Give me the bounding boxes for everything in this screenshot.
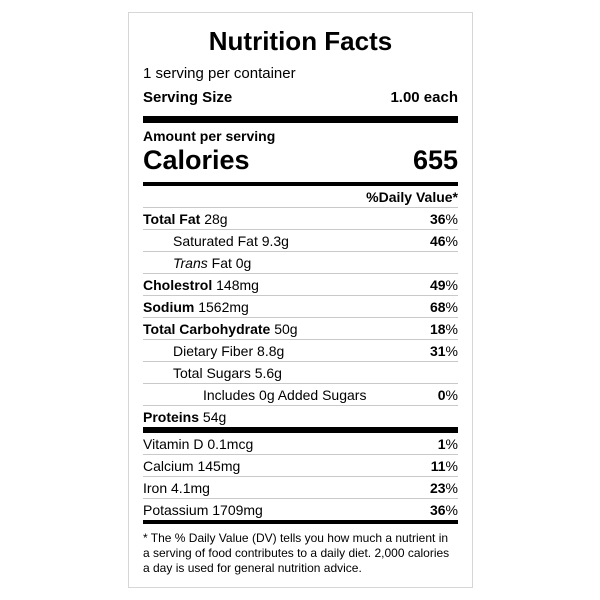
nutrient-amount: 0g <box>235 254 252 271</box>
nutrient-label-group: Potassium 1709mg <box>143 502 263 518</box>
nutrient-daily-value: 31% <box>429 342 458 359</box>
nutrient-label-group: Saturated Fat 9.3g <box>173 233 289 249</box>
footnote-text: * The % Daily Value (DV) tells you how m… <box>143 531 450 575</box>
nutrient-amount: 148mg <box>216 276 259 293</box>
nutrient-daily-value: 36% <box>429 210 458 227</box>
daily-value-header: %Daily Value* <box>143 186 458 208</box>
nutrient-name: Total Fat <box>143 210 201 227</box>
nutrient-name: Potassium <box>143 501 209 518</box>
nutrient-row: Potassium 1709mg 36% <box>143 499 458 520</box>
calories-value: 655 <box>412 145 458 175</box>
nutrient-row: Sodium 1562mg 68% <box>143 296 458 318</box>
nutrient-amount: 1709mg <box>212 501 263 518</box>
serving-size-value: 1.00 each <box>390 89 458 106</box>
nutrient-label-group: Total Fat 28g <box>143 211 228 227</box>
nutrient-label-group: Iron 4.1mg <box>143 480 210 496</box>
nutrient-label-group: Total Sugars 5.6g <box>173 365 282 381</box>
amount-per-serving-label: Amount per serving <box>143 128 276 144</box>
nutrient-daily-value: 68% <box>429 298 458 315</box>
micronutrients-list: Vitamin D 0.1mcg 1% Calcium 145mg 11% Ir… <box>143 433 458 520</box>
nutrient-daily-value: 23% <box>429 479 458 496</box>
nutrient-label-group: Vitamin D 0.1mcg <box>143 436 253 452</box>
calories-row: Calories 655 <box>143 145 458 176</box>
nutrient-label-group: Total Carbohydrate 50g <box>143 321 298 337</box>
thick-divider-top <box>143 116 458 123</box>
nutrient-row: Dietary Fiber 8.8g 31% <box>143 340 458 362</box>
nutrient-label-group: Cholestrol 148mg <box>143 277 259 293</box>
nutrient-name-italic: Trans <box>173 254 208 271</box>
nutrient-label-group: Includes 0g Added Sugars <box>203 387 366 403</box>
nutrient-row: Cholestrol 148mg 49% <box>143 274 458 296</box>
nutrient-name: Total Carbohydrate <box>143 320 271 337</box>
nutrient-daily-value: 46% <box>429 232 458 249</box>
nutrient-row: Proteins 54g <box>143 406 458 427</box>
nutrient-name: Total Sugars <box>173 364 251 381</box>
nutrient-daily-value: 36% <box>429 501 458 518</box>
nutrient-name: Dietary Fiber <box>173 342 254 359</box>
nutrient-row: Total Sugars 5.6g <box>143 362 458 384</box>
nutrient-amount: 0.1mcg <box>207 435 254 452</box>
medium-divider-2 <box>143 520 458 524</box>
nutrient-amount: 4.1mg <box>171 479 210 496</box>
nutrient-name: Vitamin D <box>143 435 204 452</box>
nutrient-name: Trans Fat <box>173 254 232 271</box>
nutrient-label-group: Proteins 54g <box>143 409 226 425</box>
nutrient-amount: 9.3g <box>261 232 289 249</box>
nutrient-amount: 50g <box>274 320 298 337</box>
nutrient-daily-value: 1% <box>437 435 458 452</box>
nutrient-label-group: Dietary Fiber 8.8g <box>173 343 284 359</box>
label-title: Nutrition Facts <box>208 26 393 56</box>
serving-size-row: Serving Size 1.00 each <box>143 88 458 108</box>
nutrient-label-group: Calcium 145mg <box>143 458 240 474</box>
nutrient-name: Iron <box>143 479 168 496</box>
nutrient-amount: 1562mg <box>198 298 249 315</box>
nutrients-list: Total Fat 28g 36% Saturated Fat 9.3g 46%… <box>143 208 458 427</box>
medium-divider-1 <box>143 182 458 186</box>
nutrient-name: Includes 0g Added Sugars <box>203 386 367 403</box>
nutrient-daily-value: 0% <box>437 386 458 403</box>
nutrient-name: Calcium <box>143 457 194 474</box>
thick-divider-middle <box>143 427 458 433</box>
nutrient-amount: 8.8g <box>257 342 285 359</box>
nutrient-name: Proteins <box>143 408 200 425</box>
nutrient-daily-value: 18% <box>429 320 458 337</box>
nutrient-row: Includes 0g Added Sugars 0% <box>143 384 458 406</box>
serving-size-label: Serving Size <box>143 89 233 106</box>
nutrient-row: Total Fat 28g 36% <box>143 208 458 230</box>
nutrient-name: Saturated Fat <box>173 232 258 249</box>
nutrient-label-group: Trans Fat 0g <box>173 255 251 271</box>
nutrition-facts-card: Nutrition Facts 1 serving per container … <box>128 12 473 588</box>
servings-per-container: 1 serving per container <box>143 65 296 82</box>
nutrient-row: Iron 4.1mg 23% <box>143 477 458 499</box>
nutrient-amount: 145mg <box>197 457 241 474</box>
nutrient-name: Cholestrol <box>143 276 213 293</box>
nutrient-row: Vitamin D 0.1mcg 1% <box>143 433 458 455</box>
nutrient-daily-value: 49% <box>429 276 458 293</box>
nutrient-label-group: Sodium 1562mg <box>143 299 249 315</box>
nutrient-row: Total Carbohydrate 50g 18% <box>143 318 458 340</box>
nutrient-name: Sodium <box>143 298 195 315</box>
nutrient-row: Trans Fat 0g <box>143 252 458 274</box>
nutrient-row: Calcium 145mg 11% <box>143 455 458 477</box>
nutrient-amount: 54g <box>202 408 227 425</box>
nutrient-amount: 5.6g <box>254 364 282 381</box>
nutrient-daily-value: 11% <box>430 457 458 474</box>
calories-label: Calories <box>143 145 250 175</box>
nutrient-row: Saturated Fat 9.3g 46% <box>143 230 458 252</box>
nutrient-amount: 28g <box>204 210 228 227</box>
